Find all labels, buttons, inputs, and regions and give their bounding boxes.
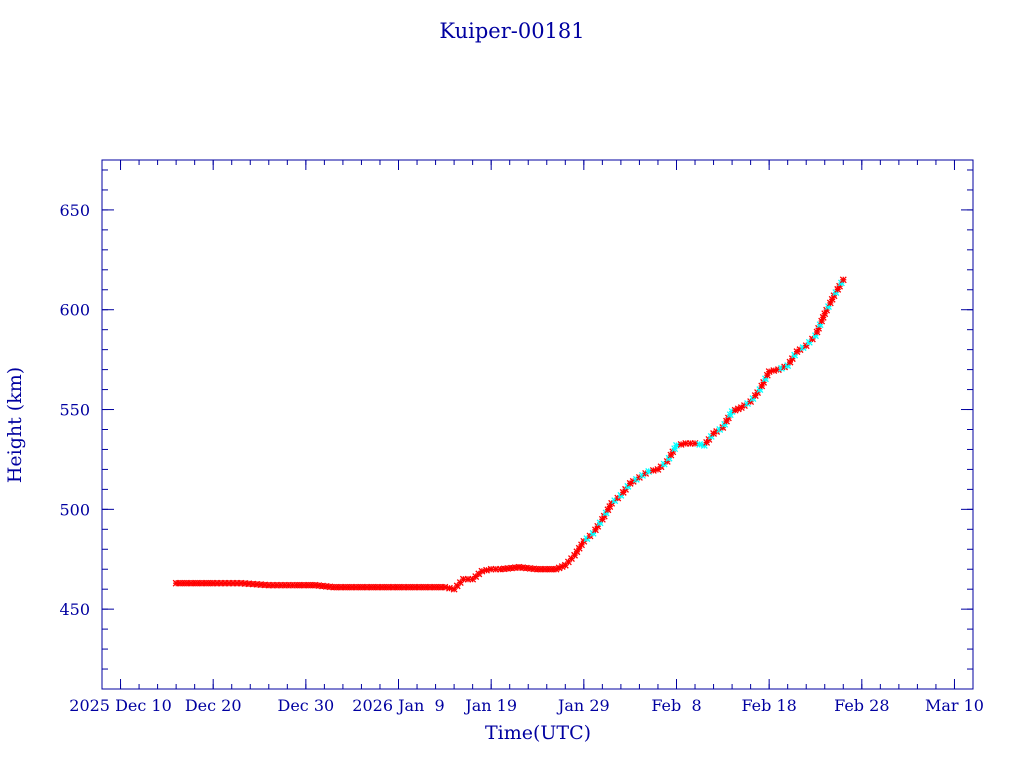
y-tick-label: 550 bbox=[59, 401, 90, 420]
x-tick-label: Dec 30 bbox=[277, 696, 334, 715]
data-point bbox=[453, 582, 461, 590]
y-tick-label: 500 bbox=[59, 500, 90, 519]
data-point bbox=[839, 276, 847, 284]
data-point-stroke bbox=[478, 567, 486, 575]
x-tick-label: Jan 29 bbox=[556, 696, 610, 715]
y-tick-label: 650 bbox=[59, 201, 90, 220]
axis-ticks bbox=[101, 160, 974, 690]
data-point bbox=[441, 583, 449, 591]
chart-title: Kuiper-00181 bbox=[439, 19, 584, 43]
data-point bbox=[737, 404, 745, 411]
x-tick-label: 2026 Jan 9 bbox=[352, 696, 444, 715]
data-point-stroke bbox=[649, 466, 657, 474]
x-tick-label: 2025 Dec 10 bbox=[69, 696, 172, 715]
data-point-stroke bbox=[677, 441, 685, 448]
x-tick-label: Feb 18 bbox=[741, 696, 796, 715]
y-axis-label: Height (km) bbox=[4, 367, 26, 483]
y-tick-labels: 450 500 550 600 650 bbox=[59, 201, 90, 619]
data-point-stroke bbox=[770, 367, 778, 375]
y-tick-label: 600 bbox=[59, 301, 90, 320]
data-point-stroke bbox=[673, 442, 680, 449]
x-tick-label: Dec 20 bbox=[185, 696, 242, 715]
data-point bbox=[604, 506, 612, 514]
data-point-stroke bbox=[839, 276, 847, 284]
y-tick-label: 450 bbox=[59, 600, 90, 619]
data-point bbox=[761, 375, 769, 383]
data-point-stroke bbox=[645, 467, 653, 475]
data-point bbox=[450, 585, 458, 593]
x-tick-labels: 2025 Dec 10 Dec 20 Dec 30 2026 Jan 9 Jan 19 J… bbox=[69, 696, 984, 715]
data-point-stroke bbox=[483, 566, 490, 574]
x-tick-label: Mar 10 bbox=[925, 696, 984, 715]
x-axis-label: Time(UTC) bbox=[485, 722, 591, 744]
series-connect-line bbox=[176, 279, 844, 590]
data-point bbox=[691, 440, 699, 447]
x-tick-label: Feb 8 bbox=[651, 696, 701, 715]
plot-frame bbox=[101, 159, 974, 690]
data-point bbox=[632, 475, 640, 483]
x-tick-label: Feb 28 bbox=[834, 696, 889, 715]
data-point-stroke bbox=[765, 368, 773, 376]
x-tick-label: Jan 19 bbox=[463, 696, 517, 715]
series-markers bbox=[172, 276, 847, 593]
